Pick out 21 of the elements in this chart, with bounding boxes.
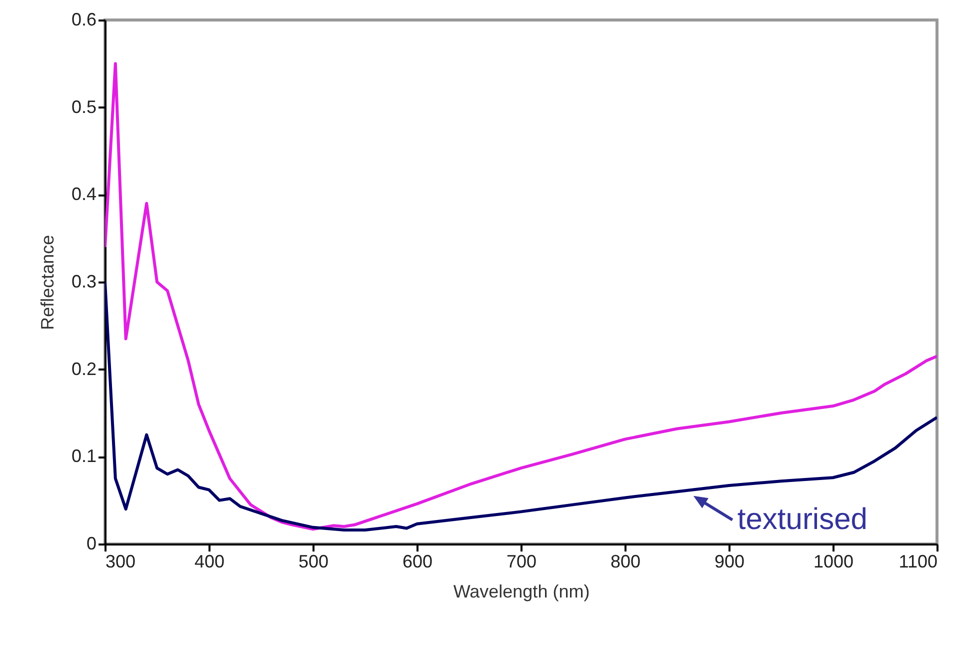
y-tick-label: 0.4 <box>71 184 96 204</box>
x-tick-label: 700 <box>506 552 537 572</box>
x-tick-label: 300 <box>106 552 136 572</box>
y-tick-label: 0.1 <box>71 446 96 466</box>
x-tick-label: 800 <box>610 552 641 572</box>
line-series <box>105 62 937 531</box>
x-tick-label: 900 <box>714 552 745 572</box>
y-tick-label: 0.6 <box>71 10 96 30</box>
x-tick-label: 1000 <box>813 552 854 572</box>
x-tick-label: 1100 <box>898 552 938 572</box>
annotation: texturised <box>737 502 868 536</box>
y-tick-label: 0.5 <box>71 96 96 117</box>
y-tick-label: 0.2 <box>71 358 96 379</box>
x-tick-label: 400 <box>194 552 225 572</box>
x-tick-label: 600 <box>402 552 433 572</box>
line-series <box>105 280 937 532</box>
x-axis-title: Wavelength (nm) <box>453 582 590 602</box>
y-tick-label: 0.3 <box>71 272 96 292</box>
y-axis-title: Reflectance <box>37 234 58 330</box>
y-tick-label: 0 <box>86 534 96 554</box>
x-tick-label: 500 <box>298 552 329 572</box>
